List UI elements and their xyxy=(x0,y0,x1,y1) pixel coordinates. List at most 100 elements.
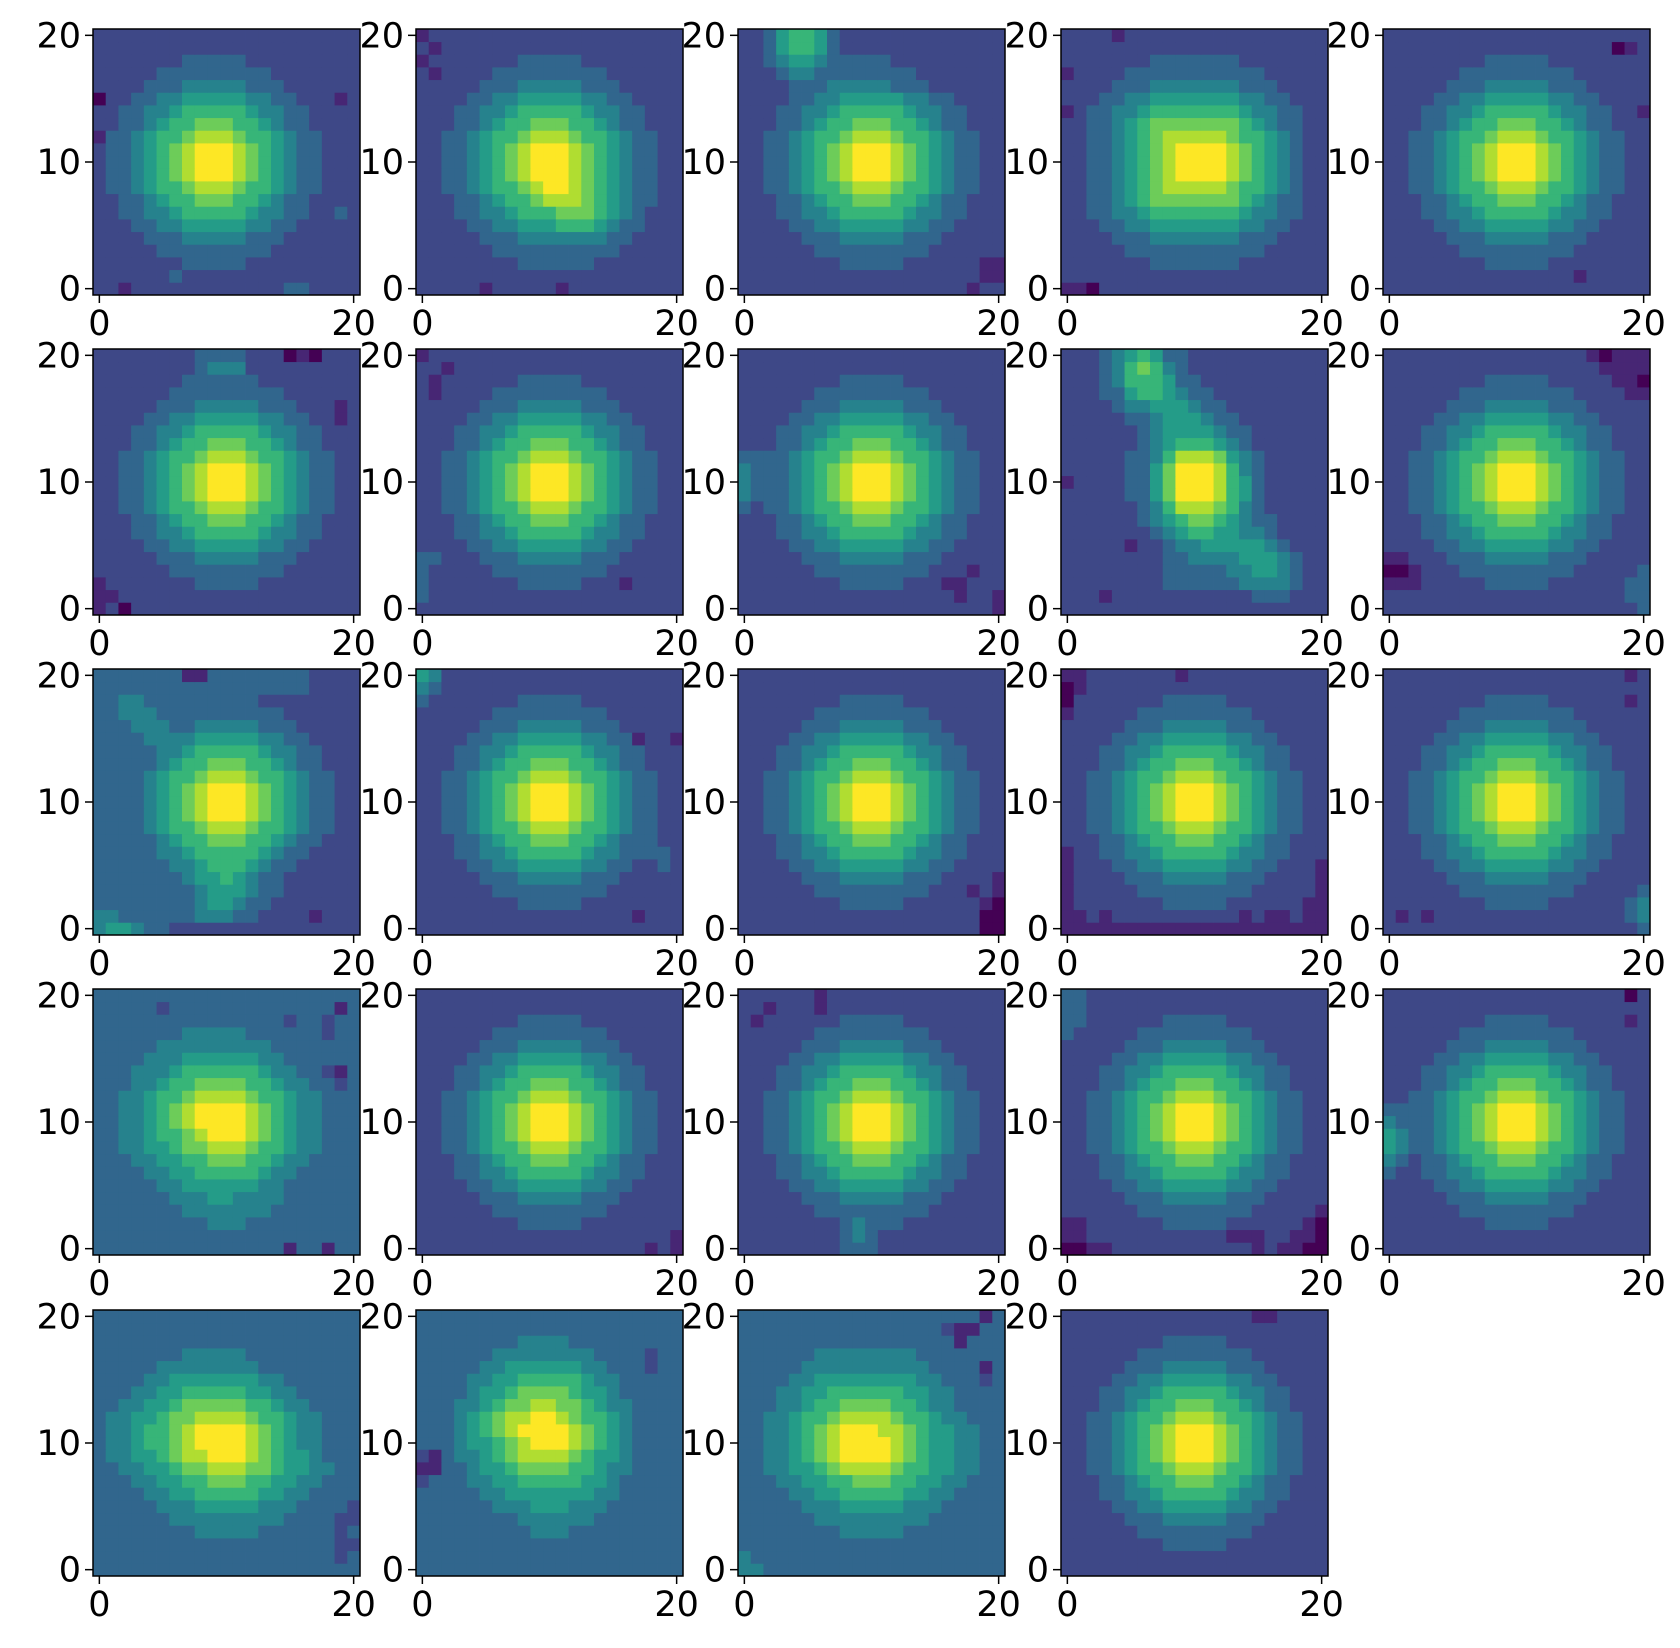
heatmap-cell xyxy=(750,488,764,502)
heatmap-cell xyxy=(1472,551,1486,565)
heatmap-cell xyxy=(966,551,980,565)
heatmap-cell xyxy=(916,79,930,93)
heatmap-cell xyxy=(1459,450,1473,464)
heatmap-cell xyxy=(1264,374,1278,388)
heatmap-cell xyxy=(1302,551,1316,565)
heatmap-cell xyxy=(283,884,297,898)
heatmap-cell xyxy=(93,387,107,401)
heatmap-cell xyxy=(543,92,557,106)
heatmap-cell xyxy=(1264,564,1278,578)
heatmap-cell xyxy=(416,399,430,413)
heatmap-cell xyxy=(632,412,646,426)
heatmap-cell xyxy=(492,155,506,169)
heatmap-cell xyxy=(1510,488,1524,502)
heatmap-cell xyxy=(776,387,790,401)
heatmap-cell xyxy=(1510,117,1524,131)
heatmap-cell xyxy=(657,206,671,220)
heatmap-cell xyxy=(1459,501,1473,515)
heatmap-cell xyxy=(644,206,658,220)
heatmap-cell xyxy=(271,41,285,55)
heatmap-cell xyxy=(1599,399,1613,413)
heatmap-cell xyxy=(776,269,790,283)
heatmap-cell xyxy=(1264,130,1278,144)
heatmap-cell xyxy=(207,374,221,388)
heatmap-cell xyxy=(1446,155,1460,169)
heatmap-cell xyxy=(1162,361,1176,375)
heatmap-cell xyxy=(555,269,569,283)
heatmap-cell xyxy=(1421,374,1435,388)
heatmap-cell xyxy=(156,181,170,195)
heatmap-cell xyxy=(852,437,866,451)
heatmap-cell xyxy=(1446,361,1460,375)
heatmap-cell xyxy=(788,463,802,477)
heatmap-cell xyxy=(454,513,468,527)
heatmap-cell xyxy=(347,193,361,207)
heatmap-cell xyxy=(619,54,633,68)
heatmap-cell xyxy=(1586,437,1600,451)
heatmap-cell xyxy=(1315,269,1329,283)
heatmap-cell xyxy=(1548,361,1562,375)
heatmap-cell xyxy=(207,564,221,578)
heatmap-cell xyxy=(839,513,853,527)
heatmap-cell xyxy=(1162,244,1176,258)
heatmap-cell xyxy=(220,488,234,502)
heatmap-cell xyxy=(1472,412,1486,426)
heatmap-cell xyxy=(1099,79,1113,93)
heatmap-cell xyxy=(283,719,297,733)
heatmap-cell xyxy=(1599,41,1613,55)
heatmap-cell xyxy=(428,105,442,119)
heatmap-cell xyxy=(954,539,968,553)
heatmap-cell xyxy=(207,269,221,283)
heatmap-cell xyxy=(1099,29,1113,43)
heatmap-cell xyxy=(1535,463,1549,477)
heatmap-cell xyxy=(1162,181,1176,195)
heatmap-cell xyxy=(839,374,853,388)
heatmap-cell xyxy=(416,105,430,119)
heatmap-cell xyxy=(1446,269,1460,283)
heatmap-cell xyxy=(428,539,442,553)
heatmap-cell xyxy=(1624,41,1638,55)
heatmap-cell xyxy=(118,269,132,283)
heatmap-cell xyxy=(1111,54,1125,68)
heatmap-cell xyxy=(814,54,828,68)
heatmap-cell xyxy=(1137,539,1151,553)
heatmap-cell xyxy=(1124,67,1138,81)
heatmap-cell xyxy=(657,282,671,296)
heatmap-cell xyxy=(606,155,620,169)
heatmap-cell xyxy=(131,909,145,923)
heatmap-cell xyxy=(1188,526,1202,540)
heatmap-cell xyxy=(1573,92,1587,106)
heatmap-cell xyxy=(1459,244,1473,258)
heatmap-cell xyxy=(1611,193,1625,207)
heatmap-cell xyxy=(156,577,170,591)
heatmap-cell xyxy=(928,54,942,68)
heatmap-cell xyxy=(232,244,246,258)
heatmap-cell xyxy=(105,193,119,207)
heatmap-cell xyxy=(763,349,777,363)
heatmap-cell xyxy=(1086,412,1100,426)
heatmap-cell xyxy=(309,463,323,477)
heatmap-cell xyxy=(865,54,879,68)
heatmap-cell xyxy=(530,54,544,68)
heatmap-cell xyxy=(1624,602,1638,616)
heatmap-cell xyxy=(93,539,107,553)
heatmap-cell xyxy=(1599,155,1613,169)
heatmap-cell xyxy=(738,488,752,502)
heatmap-cell xyxy=(606,349,620,363)
heatmap-cell xyxy=(1484,349,1498,363)
heatmap-cell xyxy=(644,244,658,258)
heatmap-cell xyxy=(321,206,335,220)
heatmap-cell xyxy=(954,387,968,401)
heatmap-cell xyxy=(220,244,234,258)
heatmap-cell xyxy=(1624,488,1638,502)
heatmap-cell xyxy=(1611,463,1625,477)
heatmap-cell xyxy=(657,387,671,401)
y-tick-label: 20 xyxy=(1326,16,1371,56)
heatmap-cell xyxy=(890,282,904,296)
heatmap-cell xyxy=(1383,41,1397,55)
heatmap-cell xyxy=(505,361,519,375)
heatmap-cell xyxy=(852,117,866,131)
heatmap-cell xyxy=(992,257,1006,271)
heatmap-cell xyxy=(232,745,246,759)
heatmap-cell xyxy=(1624,425,1638,439)
